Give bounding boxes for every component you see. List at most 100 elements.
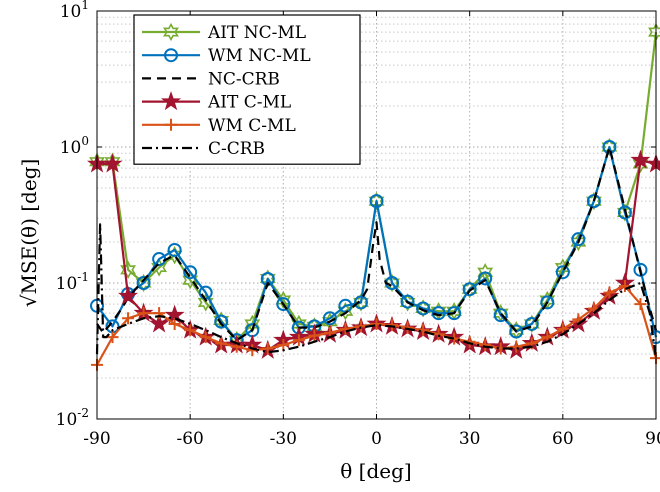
x-tick-label: 30 — [459, 429, 481, 449]
data-point — [399, 293, 416, 312]
data-point — [151, 258, 168, 277]
data-point — [137, 307, 150, 320]
legend-marker — [160, 91, 182, 111]
data-point — [136, 276, 151, 290]
legend-entry: NC-CRB — [142, 69, 280, 89]
y-axis-label: √MSE(θ) [deg] — [17, 159, 41, 308]
data-point — [523, 314, 540, 334]
data-point — [370, 317, 383, 330]
data-point — [617, 205, 632, 220]
data-point — [215, 337, 228, 350]
data-point — [400, 294, 415, 309]
data-point — [308, 329, 321, 342]
data-point — [554, 258, 571, 277]
data-point — [555, 265, 570, 280]
data-point — [384, 273, 400, 293]
legend-marker — [163, 22, 179, 42]
data-point — [369, 194, 384, 209]
legend-label: NC-CRB — [208, 69, 280, 89]
data-point — [106, 331, 119, 344]
legend-label: C-CRB — [208, 139, 265, 159]
legend-entry: AIT NC-ML — [142, 22, 306, 43]
x-axis-label: θ [deg] — [340, 459, 411, 483]
data-point — [184, 324, 197, 337]
data-point — [478, 271, 493, 286]
data-point — [214, 314, 229, 329]
data-point — [122, 312, 135, 325]
data-point — [353, 293, 369, 312]
data-point — [616, 203, 633, 222]
x-tick-label: 60 — [552, 429, 574, 449]
data-point — [509, 324, 524, 339]
legend-entry: C-CRB — [142, 139, 265, 159]
data-point — [353, 295, 368, 310]
y-tick-label: 100 — [60, 134, 89, 158]
series-line — [96, 145, 658, 342]
x-tick-label: -90 — [83, 429, 110, 449]
data-point — [120, 260, 137, 279]
legend-entry: WM NC-ML — [142, 46, 311, 66]
data-point — [479, 339, 492, 352]
y-tick-labels: 10-2 10-1 100 101 — [56, 0, 89, 430]
data-point — [354, 320, 367, 333]
data-point — [292, 334, 305, 347]
data-point — [634, 298, 647, 311]
data-point — [339, 322, 352, 335]
x-tick-label: 0 — [371, 429, 382, 449]
data-point — [586, 194, 601, 209]
legend-marker — [165, 118, 177, 131]
data-point — [648, 22, 660, 42]
data-point — [199, 331, 212, 344]
data-point — [432, 328, 445, 341]
data-point — [276, 297, 291, 312]
data-point — [277, 339, 290, 352]
data-point — [603, 286, 616, 299]
legend: AIT NC-ML WM NC-ML NC-CRB AIT C-ML WM C-ML C-… — [133, 14, 361, 165]
legend-label: WM NC-ML — [208, 46, 311, 66]
data-point — [149, 313, 170, 333]
axes-frame — [96, 10, 657, 420]
data-point — [183, 265, 198, 280]
y-tick-label: 10-2 — [56, 406, 89, 430]
data-point — [630, 149, 651, 169]
data-point — [493, 308, 508, 323]
data-point — [632, 154, 649, 174]
data-point — [261, 342, 274, 355]
data-point — [571, 232, 586, 247]
data-point — [368, 191, 385, 211]
x-tick-labels: -90 -60 -30 0 30 60 90 — [83, 429, 660, 449]
y-tick-label: 101 — [60, 0, 89, 22]
series-line — [96, 145, 658, 342]
data-point — [168, 317, 181, 330]
data-point — [118, 285, 139, 305]
series-line — [95, 223, 658, 359]
data-point — [510, 340, 523, 353]
legend-label: WM C-ML — [208, 116, 296, 136]
data-point — [462, 282, 477, 297]
legend-marker — [164, 48, 178, 63]
data-point — [431, 306, 446, 321]
data-point — [401, 321, 414, 334]
data-point — [135, 273, 152, 293]
legend-label: AIT NC-ML — [207, 23, 306, 43]
data-point — [602, 140, 617, 154]
data-point — [524, 316, 539, 331]
legend-label: AIT C-ML — [207, 93, 291, 113]
x-tick-label: -30 — [270, 429, 297, 449]
data-point — [540, 295, 555, 310]
data-point — [618, 280, 631, 293]
legend-entry: WM C-ML — [142, 116, 296, 136]
legend-entry: AIT C-ML — [142, 91, 291, 113]
data-point — [197, 293, 214, 312]
data-point — [601, 137, 618, 157]
x-tick-label: -60 — [176, 429, 203, 449]
data-point — [416, 301, 431, 316]
x-tick-label: 90 — [645, 429, 660, 449]
data-point — [182, 270, 199, 290]
data-point — [102, 153, 123, 173]
data-point — [167, 242, 182, 257]
series-nc-crb — [96, 145, 658, 342]
data-point — [585, 191, 602, 211]
y-tick-label: 10-1 — [56, 270, 89, 294]
